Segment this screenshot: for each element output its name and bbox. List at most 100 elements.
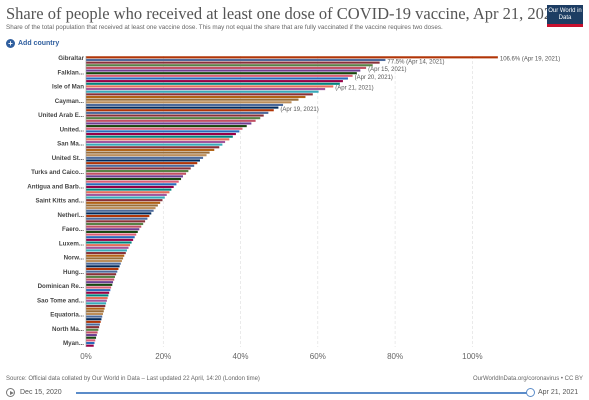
row-label: United Arab E... — [38, 112, 84, 119]
bar — [86, 318, 102, 321]
bar — [86, 148, 215, 151]
bar — [86, 69, 361, 72]
bar — [86, 114, 264, 117]
bar — [86, 170, 189, 173]
bar — [86, 281, 114, 284]
source-link[interactable]: OurWorldInData.org/coronavirus • CC BY — [472, 376, 583, 382]
bar — [86, 175, 183, 178]
row-label: Luxem... — [59, 240, 84, 247]
bar — [86, 74, 353, 77]
bar — [86, 151, 210, 154]
row-label: Hung... — [63, 269, 84, 276]
bar — [86, 199, 163, 202]
bar — [86, 341, 95, 345]
bar — [86, 222, 144, 226]
row-label: Cayman... — [55, 98, 85, 105]
bar — [86, 103, 284, 106]
bar — [86, 188, 172, 191]
x-tick-label: 100% — [462, 352, 482, 361]
bar — [86, 326, 100, 329]
bar — [86, 262, 121, 265]
bar — [86, 177, 182, 181]
row-label: Norw... — [64, 255, 85, 262]
bar — [86, 164, 195, 167]
bar-value-label: (Apr 20, 2021) — [355, 75, 393, 81]
row-label: Netherl... — [58, 212, 85, 219]
bar-value-label: (Apr 21, 2021) — [335, 86, 373, 92]
timeline-handle[interactable] — [526, 388, 535, 397]
bar — [86, 241, 132, 244]
row-label: Faero... — [62, 226, 84, 233]
chart-subtitle: Share of the total population that recei… — [6, 24, 443, 31]
bar — [86, 217, 148, 220]
play-icon[interactable] — [6, 388, 15, 397]
bar — [86, 82, 340, 85]
row-label: Gibraltar — [58, 55, 84, 62]
bar — [86, 291, 110, 294]
bar — [86, 180, 179, 183]
bar — [86, 249, 127, 252]
bar — [86, 244, 131, 247]
row-label: Myan... — [63, 340, 84, 347]
row-label: United St... — [52, 155, 85, 162]
bar — [86, 312, 103, 315]
bar — [86, 328, 99, 331]
bar — [86, 95, 306, 99]
bar — [86, 61, 380, 64]
bar-value-label: (Apr 15, 2021) — [368, 67, 406, 73]
bar — [86, 302, 107, 305]
bar — [86, 304, 106, 308]
bar — [86, 320, 101, 323]
bar — [86, 132, 236, 136]
add-country-button[interactable]: + Add country — [6, 39, 59, 48]
row-label: Antigua and Barb... — [27, 183, 84, 190]
timeline-start-date: Dec 15, 2020 — [20, 389, 62, 396]
bar — [86, 225, 142, 228]
bar — [86, 331, 98, 334]
bar — [86, 323, 100, 326]
bar — [86, 259, 122, 263]
row-label: Sao Tome and... — [37, 297, 84, 304]
bar — [86, 93, 313, 96]
bar — [86, 172, 187, 175]
bar — [86, 307, 105, 310]
bar — [86, 257, 124, 260]
bar — [86, 156, 204, 159]
bar — [86, 339, 96, 342]
bar — [86, 88, 326, 91]
bar — [86, 193, 167, 196]
row-label: San Ma... — [57, 141, 84, 148]
bar — [86, 265, 120, 268]
row-label: Isle of Man — [52, 84, 84, 91]
row-label: Equatoria... — [50, 312, 84, 319]
owid-logo[interactable]: Our World in Data — [547, 5, 583, 27]
bar — [86, 85, 334, 88]
timeline-end-date: Apr 21, 2021 — [538, 389, 579, 396]
bar — [86, 111, 269, 114]
bar — [86, 109, 274, 112]
plus-icon: + — [6, 39, 15, 48]
bar — [86, 117, 261, 120]
bar — [86, 135, 233, 138]
bar — [86, 204, 158, 207]
bar — [86, 56, 498, 59]
bar — [86, 275, 115, 278]
bar — [86, 130, 240, 133]
bar — [86, 254, 125, 257]
bar — [86, 138, 230, 141]
bar — [86, 289, 111, 292]
bar — [86, 66, 367, 69]
bar — [86, 283, 113, 286]
bar — [86, 286, 112, 289]
bar — [86, 72, 357, 75]
logo-text: Our World in Data — [548, 8, 582, 21]
x-tick-label: 0% — [80, 352, 92, 361]
source-note: Source: Official data collated by Our Wo… — [6, 376, 260, 382]
bar — [86, 146, 220, 149]
bar — [86, 233, 137, 236]
bar — [86, 140, 226, 144]
timeline-track[interactable] — [76, 392, 528, 394]
bar — [86, 127, 243, 130]
bar — [86, 315, 103, 318]
bar — [86, 191, 170, 194]
